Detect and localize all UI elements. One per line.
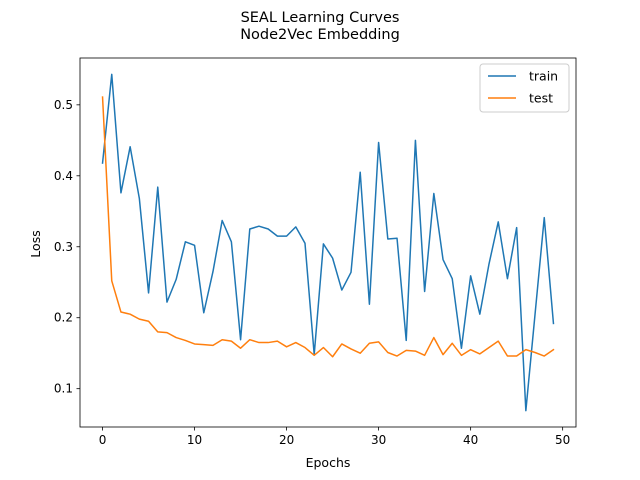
legend-label-test: test <box>529 91 553 106</box>
chart-title: SEAL Learning Curves <box>241 10 400 26</box>
x-tick-label: 0 <box>99 433 107 447</box>
legend-label-train: train <box>529 69 558 84</box>
y-tick-label: 0.3 <box>54 240 73 254</box>
x-tick-label: 40 <box>463 433 478 447</box>
chart-subtitle: Node2Vec Embedding <box>240 27 400 43</box>
plot-area: 0 10 20 30 40 50 0.1 0.2 0.3 0.4 0.5 train test <box>54 57 577 447</box>
plot-frame <box>79 57 577 428</box>
y-tick-label: 0.4 <box>54 169 73 183</box>
x-tick-label: 10 <box>187 433 202 447</box>
y-axis-label: Loss <box>28 230 43 257</box>
y-tick-label: 0.1 <box>54 382 73 396</box>
y-tick-label: 0.5 <box>54 98 73 112</box>
series-line-train <box>101 73 555 412</box>
series-line-test <box>101 96 555 358</box>
x-tick-label: 50 <box>555 433 570 447</box>
x-tick-label: 20 <box>279 433 294 447</box>
y-tick-label: 0.2 <box>54 311 73 325</box>
x-axis-label: Epochs <box>306 455 351 470</box>
x-tick-label: 30 <box>371 433 386 447</box>
